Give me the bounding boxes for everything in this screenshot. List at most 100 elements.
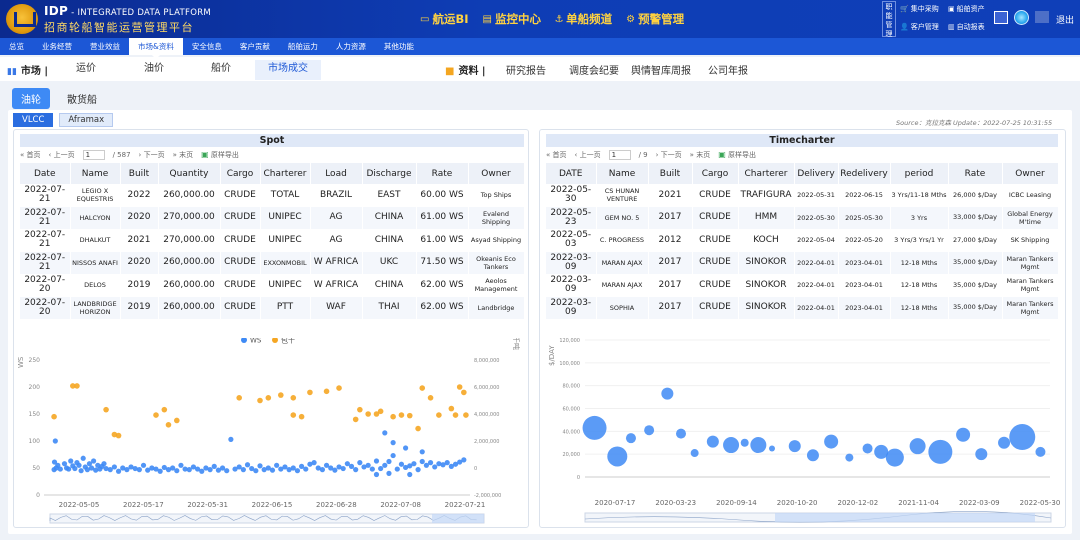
- data-point: [461, 457, 467, 463]
- column-header: Discharge: [362, 163, 417, 184]
- column-header: Load: [310, 163, 363, 184]
- data-point: [336, 464, 342, 470]
- table-row[interactable]: 2022-03-09 MARAN AJAX 2017 CRUDE SINOKOR 2022…: [546, 251, 1059, 274]
- window-icon[interactable]: [994, 11, 1008, 24]
- table-cell: AG: [310, 206, 363, 229]
- table-cell: BRAZIL: [310, 184, 363, 207]
- topnav-ship[interactable]: ⚓ 单船频道: [554, 12, 613, 26]
- quick-assets[interactable]: ▣ 船舶资产: [948, 5, 985, 13]
- pager-last[interactable]: » 末页: [689, 151, 711, 159]
- pager-prev[interactable]: ‹ 上一页: [574, 151, 601, 159]
- legend-ws-marker: [241, 338, 247, 343]
- globe-icon[interactable]: [1014, 10, 1029, 25]
- table-cell: LANDBRIDGE HORIZON: [70, 296, 121, 319]
- table-row[interactable]: 2022-05-03 C. PROGRESS 2012 CRUDE KOCH 2022-0…: [546, 229, 1059, 252]
- cart-icon: 🛒: [900, 5, 909, 13]
- pager-last[interactable]: » 末页: [172, 151, 194, 159]
- table-row[interactable]: 2022-05-23 GEM NO. 5 2017 CRUDE HMM 2022-05-3…: [546, 206, 1059, 229]
- data-point: [676, 428, 686, 439]
- tab-market-deals[interactable]: 市场成交: [255, 60, 321, 80]
- pager-prev[interactable]: ‹ 上一页: [48, 151, 75, 159]
- tc-panel: Timecharter « 首页 ‹ 上一页 1 / 9 › 下一页 » 末页 …: [539, 129, 1066, 528]
- page-input[interactable]: 1: [608, 150, 631, 160]
- menu-overview[interactable]: 总览: [9, 42, 24, 51]
- table-row[interactable]: 2022-03-09 MARAN AJAX 2017 CRUDE SINOKOR 2022…: [546, 274, 1059, 297]
- page-input[interactable]: 1: [82, 150, 105, 160]
- data-point: [461, 389, 467, 396]
- data-point: [348, 463, 355, 469]
- tab-freight[interactable]: 运价: [76, 63, 96, 74]
- table-row[interactable]: 2022-07-20 LANDBRIDGE HORIZON 2019 260,000.…: [20, 296, 525, 319]
- menu-profit[interactable]: 营业效益: [90, 42, 120, 51]
- alert-icon: ⚙: [626, 13, 636, 25]
- table-cell: 2023-04-01: [838, 296, 891, 319]
- table-row[interactable]: 2022-05-30 CS HUNAN VENTURE 2021 CRUDE TRAFI…: [546, 184, 1059, 207]
- table-cell: 26,000 $/Day: [948, 184, 1003, 207]
- table-row[interactable]: 2022-07-20 DELOS 2019 260,000.00 CRUDE UNIPEC…: [20, 274, 525, 297]
- data-point: [161, 464, 167, 471]
- x-tick-label: 2020-10-20: [777, 499, 818, 507]
- menu-safety[interactable]: 安全信息: [191, 42, 222, 51]
- quick-procurement[interactable]: 🛒 集中采购: [900, 5, 939, 13]
- table-cell: TOTAL: [260, 184, 311, 207]
- tab-aframax[interactable]: Aframax: [59, 113, 114, 127]
- table-cell: 2022-05-04: [794, 229, 839, 252]
- data-point: [625, 433, 636, 444]
- topnav-alert[interactable]: ⚙ 预警管理: [626, 12, 685, 26]
- export-button[interactable]: ▣ 原样导出: [201, 150, 239, 159]
- tab-ship-price[interactable]: 船价: [211, 63, 231, 74]
- data-point: [352, 416, 359, 423]
- pager-first[interactable]: « 首页: [546, 151, 567, 159]
- data-point: [607, 446, 628, 467]
- data-point: [382, 430, 388, 436]
- avatar[interactable]: [1035, 11, 1049, 23]
- data-point: [448, 405, 455, 412]
- table-row[interactable]: 2022-07-21 NISSOS ANAFI 2020 260,000.00 CRUD…: [20, 251, 525, 274]
- data-point: [998, 436, 1011, 449]
- table-row[interactable]: 2022-03-09 SOPHIA 2017 CRUDE SINOKOR 2022-04-…: [546, 296, 1059, 319]
- x-tick-label: 2022-06-28: [316, 501, 357, 509]
- data-point: [319, 467, 325, 473]
- data-point: [323, 388, 330, 395]
- data-point: [51, 413, 57, 420]
- column-header: Built: [120, 163, 159, 184]
- quick-customers[interactable]: 👤 客户管理: [900, 23, 939, 31]
- menu-fleet[interactable]: 船舶运力: [287, 42, 318, 51]
- logout-button[interactable]: 退出: [1056, 16, 1075, 26]
- data-point: [286, 467, 292, 473]
- table-cell: Evalend Shipping: [468, 206, 525, 229]
- tab-tanker[interactable]: 油轮: [12, 88, 50, 109]
- table-row[interactable]: 2022-07-21 HALCYON 2020 270,000.00 CRUDE UNIP…: [20, 206, 525, 229]
- menu-other[interactable]: 其他功能: [383, 42, 414, 51]
- table-cell: CRUDE: [692, 251, 739, 274]
- pager-next[interactable]: › 下一页: [655, 151, 682, 159]
- table-cell: 3 Yrs/11-18 Mths: [890, 184, 949, 207]
- topnav-monitor[interactable]: ▤ 监控中心: [482, 12, 541, 26]
- column-header: Charterer: [260, 163, 311, 184]
- table-cell: Maran Tankers Mgmt: [1002, 251, 1059, 274]
- topnav-bi[interactable]: ▭ 航运BI: [420, 12, 469, 26]
- brand-chinese: 招商轮船智能运营管理平台: [44, 21, 194, 34]
- menu-hr[interactable]: 人力资源: [335, 42, 366, 51]
- tab-bulk[interactable]: 散货船: [67, 95, 97, 106]
- tab-vlcc[interactable]: VLCC: [13, 113, 54, 127]
- pager-next[interactable]: › 下一页: [138, 151, 165, 159]
- link-meeting[interactable]: 调度会纪要: [569, 66, 619, 77]
- vessel-type-tabs: 油轮 散货船: [12, 88, 106, 109]
- link-research[interactable]: 研究报告: [506, 66, 546, 77]
- quick-reports[interactable]: ▥ 自动报表: [948, 23, 985, 31]
- export-button[interactable]: ▣ 原样导出: [718, 150, 756, 159]
- link-weekly[interactable]: 舆情智库周报: [631, 66, 691, 77]
- top-header: IDP - INTEGRATED DATA PLATFORM 招商轮船智能运营管…: [0, 0, 1080, 38]
- pager-first[interactable]: « 首页: [20, 151, 41, 159]
- link-annual[interactable]: 公司年报: [708, 66, 748, 77]
- menu-market[interactable]: 市场&资料: [129, 38, 183, 59]
- menu-business[interactable]: 业务经营: [42, 42, 72, 51]
- menu-customer[interactable]: 客户贡献: [239, 42, 270, 51]
- source-line: Source：克拉克森 Update：2022-07-25 10:31:55: [896, 119, 1053, 127]
- table-row[interactable]: 2022-07-21 LEGIO X EQUESTRIS 2022 260,000.0…: [20, 184, 525, 207]
- table-row[interactable]: 2022-07-21 DHALKUT 2021 270,000.00 CRUDE UNIP…: [20, 229, 525, 252]
- tab-oil-price[interactable]: 油价: [144, 63, 164, 74]
- y-tick-label: 20,000: [563, 452, 581, 458]
- table-cell: Maran Tankers Mgmt: [1002, 296, 1059, 319]
